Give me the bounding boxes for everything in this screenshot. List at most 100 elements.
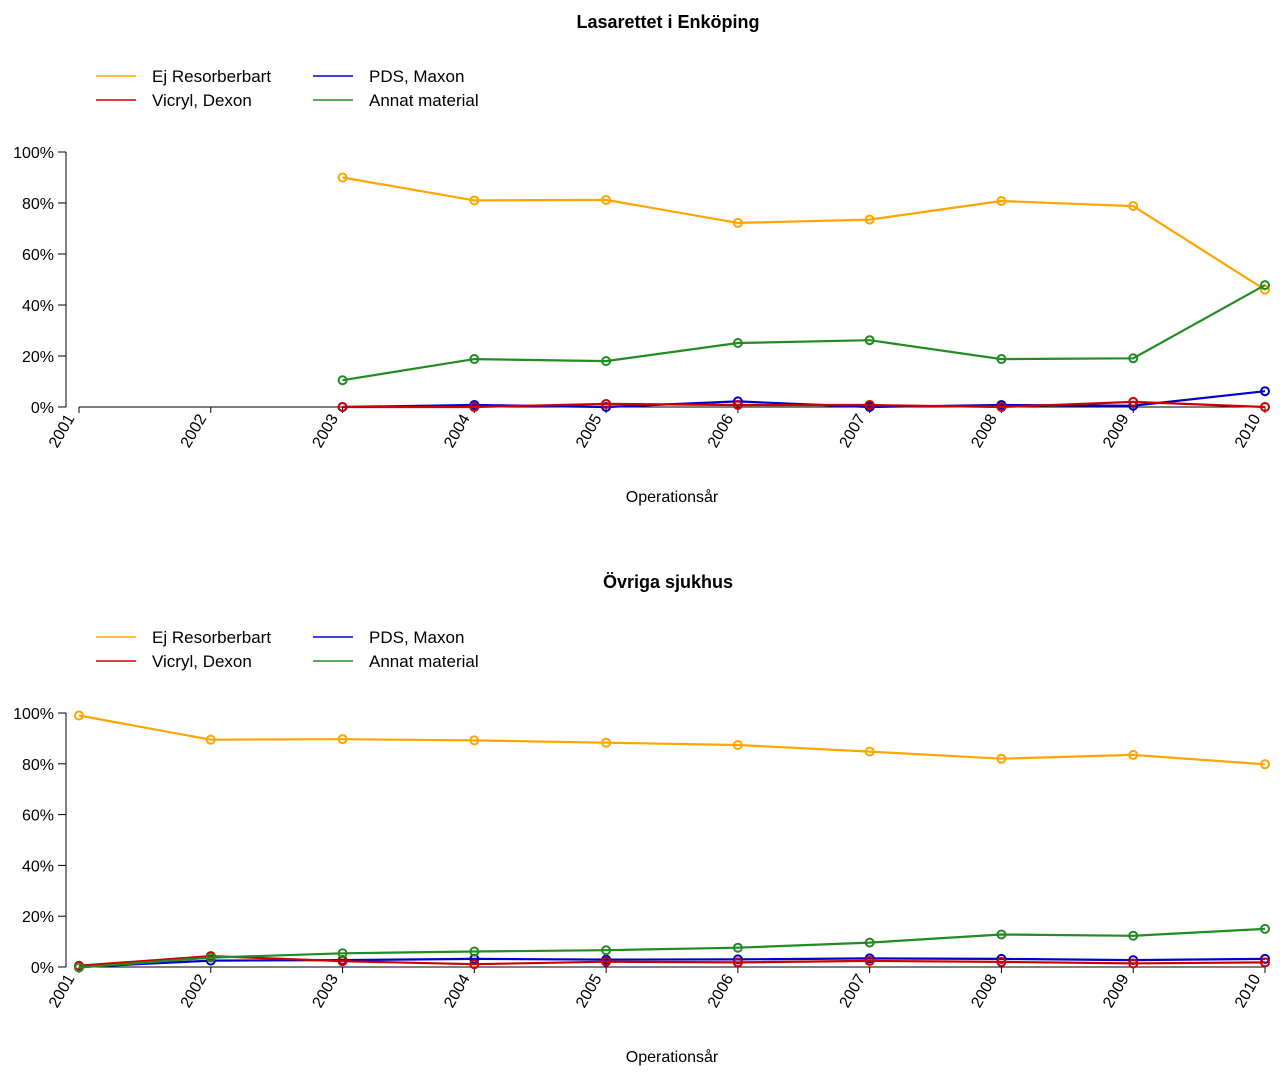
x-tick-label: 2005 [573,971,606,1010]
data-point [1260,957,1270,968]
data-point [337,402,348,412]
x-tick-label: 2001 [46,971,79,1010]
data-point [469,946,480,957]
data-point [205,734,216,745]
data-point [337,948,348,959]
legend-label: Annat material [369,91,479,110]
x-tick-label: 2008 [968,971,1001,1010]
data-point [864,955,875,966]
series-line [342,400,1266,409]
legend-label: PDS, Maxon [369,628,464,647]
data-point [469,735,480,746]
x-tick-label: 2010 [1232,411,1265,450]
data-point [1128,201,1139,212]
data-point [601,956,612,967]
data-point [1128,396,1139,407]
x-tick-label: 2006 [705,971,738,1010]
x-tick-label: 2004 [441,971,474,1010]
data-point [864,399,875,410]
y-tick-label: 60% [22,247,54,264]
y-tick-label: 60% [22,808,54,825]
data-point [74,962,84,973]
x-tick-label: 2004 [441,411,474,450]
series-line [78,954,1266,967]
data-point [74,710,84,721]
data-point [601,356,612,367]
legend-label: Ej Resorberbart [152,628,271,647]
y-tick-label: 100% [13,145,54,162]
y-tick-label: 40% [22,858,54,875]
series-line [78,927,1266,969]
data-point [1128,749,1139,760]
series-line [342,176,1266,291]
y-tick-label: 0% [31,960,54,977]
data-point [996,354,1007,365]
data-point [1260,280,1270,291]
series-line [78,714,1266,766]
legend-label: Annat material [369,652,479,671]
chart-panel-1: Lasarettet i Enköping Ej Resorberbart PDS,… [13,12,1270,506]
data-point [864,746,875,757]
data-point [205,952,216,963]
data-point [1128,353,1139,364]
legend-label: PDS, Maxon [369,67,464,86]
data-point [469,354,480,365]
data-point [601,945,612,956]
legend-label: Ej Resorberbart [152,67,271,86]
x-tick-label: 2003 [310,411,343,450]
data-point [1128,930,1139,941]
data-point [337,734,348,745]
data-point [996,956,1007,967]
x-tick-label: 2003 [310,971,343,1010]
data-point [996,929,1007,940]
data-point [864,214,875,225]
data-point [337,375,348,386]
x-tick-label: 2010 [1232,971,1265,1010]
series-line [78,957,1266,969]
x-axis-label: Operationsår [626,488,719,506]
data-point [732,942,743,953]
legend-label: Vicryl, Dexon [152,91,252,110]
data-point [732,337,743,348]
x-tick-label: 2002 [178,411,211,450]
data-point [601,194,612,205]
legend-label: Vicryl, Dexon [152,652,252,671]
y-tick-label: 20% [22,349,54,366]
data-point [601,737,612,748]
x-tick-label: 2009 [1100,411,1133,450]
series-line [342,284,1266,382]
data-point [469,195,480,206]
y-tick-label: 40% [22,298,54,315]
data-point [864,335,875,346]
data-point [1260,386,1270,397]
data-point [732,740,743,751]
data-point [864,937,875,948]
x-tick-label: 2006 [705,411,738,450]
y-tick-label: 80% [22,196,54,213]
data-point [996,402,1007,412]
y-tick-label: 100% [13,706,54,723]
data-point [1260,402,1270,412]
data-point [469,402,480,412]
data-point [1128,958,1139,969]
x-tick-label: 2005 [573,411,606,450]
y-tick-label: 20% [22,909,54,926]
chart-title: Övriga sjukhus [603,572,733,592]
x-axis-label: Operationsår [626,1048,719,1066]
chart-title: Lasarettet i Enköping [576,12,759,32]
x-tick-label: 2001 [46,411,79,450]
data-point [601,398,612,409]
y-tick-label: 0% [31,400,54,417]
data-point [469,959,480,970]
data-point [732,957,743,968]
data-point [1260,759,1270,770]
data-point [337,172,348,183]
data-point [1260,923,1270,934]
chart-panel-2: Övriga sjukhus Ej Resorberbart PDS, Maxon V… [13,572,1270,1066]
data-point [996,753,1007,764]
x-tick-label: 2009 [1100,971,1133,1010]
x-tick-label: 2008 [968,411,1001,450]
y-tick-label: 80% [22,757,54,774]
